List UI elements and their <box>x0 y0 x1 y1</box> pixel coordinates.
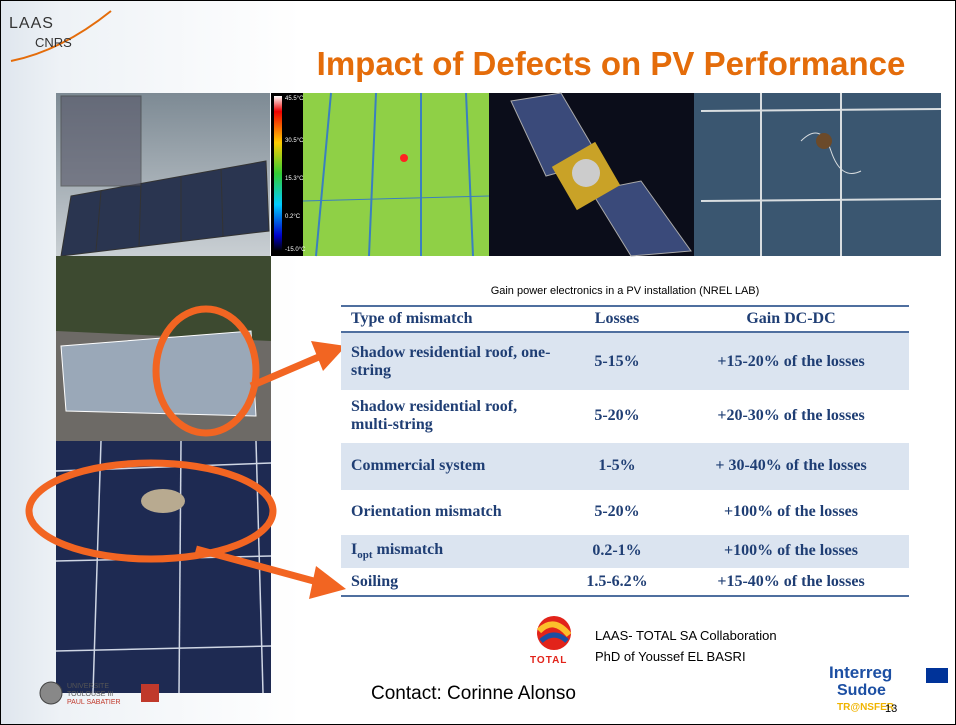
table-cell: 5-20% <box>561 390 673 442</box>
table-cell: +100% of the losses <box>673 490 909 534</box>
table-cell: 0.2-1% <box>561 534 673 568</box>
university-line: PAUL SABATIER <box>67 699 121 707</box>
mismatch-table: Gain power electronics in a PV installat… <box>341 285 909 597</box>
table-cell: Orientation mismatch <box>341 490 561 534</box>
contact: Contact: Corinne Alonso <box>371 683 576 705</box>
collaboration-line: PhD of Youssef EL BASRI <box>595 649 746 664</box>
table-cell: +20-30% of the losses <box>673 390 909 442</box>
table-cell: +15-40% of the losses <box>673 568 909 596</box>
table-cell: Shadow residential roof, multi-string <box>341 390 561 442</box>
thermal-scale-bar <box>274 96 282 251</box>
hot-spot <box>400 154 408 162</box>
thermal-label: 15.3°C <box>285 176 303 182</box>
thermal-label: 0.2°C <box>285 214 300 220</box>
photo-cell-crack <box>694 93 941 256</box>
table-cell: 5-20% <box>561 490 673 534</box>
university-logo: UNIVERSITE TOULOUSE III PAUL SABATIER <box>67 683 121 707</box>
table-cell: Iopt mismatch <box>341 534 561 568</box>
university-line: UNIVERSITE <box>67 683 121 691</box>
table-header: Type of mismatch Losses Gain DC-DC <box>341 306 909 332</box>
thermal-label: 45.5°C <box>285 96 303 102</box>
interreg-logo: Interreg <box>829 663 892 683</box>
table-cell: Soiling <box>341 568 561 596</box>
header-cell: Gain DC-DC <box>673 306 909 332</box>
page-number: 13 <box>885 703 897 715</box>
header-cell: Losses <box>561 306 673 332</box>
logo-laas: LAAS <box>9 15 54 33</box>
table-cell: + 30-40% of the losses <box>673 442 909 490</box>
cell-subscript: opt <box>357 549 372 561</box>
table-cell: 1.5-6.2% <box>561 568 673 596</box>
slide: LAAS CNRS Impact of Defects on PV Perfor… <box>0 0 956 725</box>
thermal-label: -15.0°C <box>285 247 305 253</box>
thermal-label: 30.5°C <box>285 138 303 144</box>
collaboration-line: LAAS- TOTAL SA Collaboration <box>595 628 777 643</box>
total-logo-text: TOTAL <box>530 655 567 666</box>
table-cell: Commercial system <box>341 442 561 490</box>
table-caption: Gain power electronics in a PV installat… <box>341 285 909 305</box>
table-cell: 5-15% <box>561 332 673 390</box>
university-line: TOULOUSE III <box>67 691 121 699</box>
crack-spot <box>816 133 832 149</box>
soil-patch <box>141 489 185 513</box>
cell-text: mismatch <box>373 541 444 558</box>
sudoe-logo: Sudoe <box>837 682 886 700</box>
table-cell: Shadow residential roof, one-string <box>341 332 561 390</box>
university-logo-mark <box>40 682 62 704</box>
table-cell: +15-20% of the losses <box>673 332 909 390</box>
table-cell: 1-5% <box>561 442 673 490</box>
eu-flag <box>926 668 948 683</box>
photo-thermal <box>271 93 489 256</box>
university-logo-square <box>141 684 159 702</box>
table-cell: +100% of the losses <box>673 534 909 568</box>
header-cell: Type of mismatch <box>341 306 561 332</box>
logo-cnrs: CNRS <box>35 35 72 50</box>
slide-title: Impact of Defects on PV Performance <box>271 45 951 83</box>
